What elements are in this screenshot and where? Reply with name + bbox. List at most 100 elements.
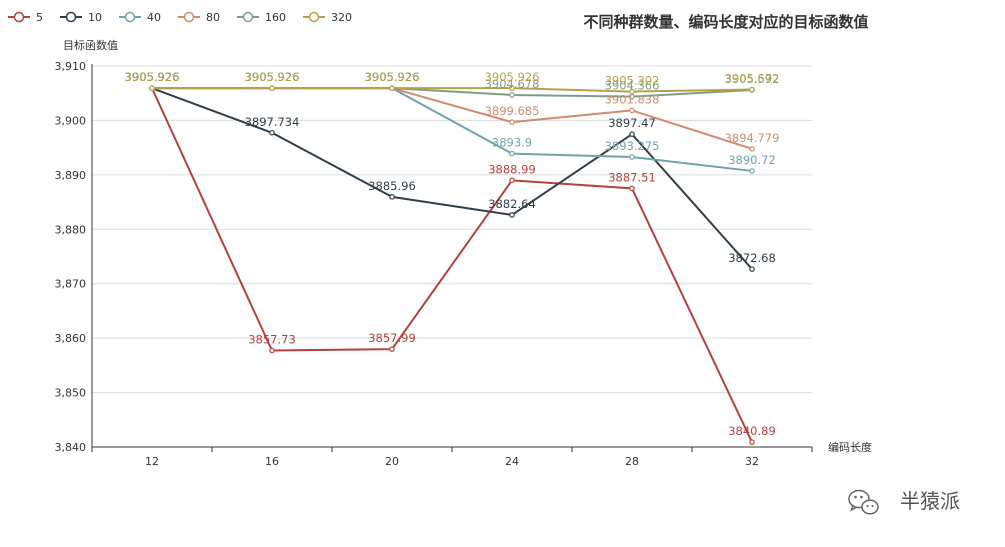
data-point bbox=[749, 146, 755, 152]
data-label: 3887.51 bbox=[608, 170, 656, 184]
data-point bbox=[749, 86, 755, 93]
data-point bbox=[629, 185, 635, 192]
legend-swatch-marker bbox=[13, 11, 25, 23]
data-point bbox=[629, 131, 635, 137]
watermark: 半猿派 bbox=[848, 489, 960, 515]
data-point bbox=[749, 439, 755, 445]
series-line-80 bbox=[152, 87, 753, 150]
data-label: 3901.838 bbox=[605, 92, 660, 106]
y-tick-label: 3,880 bbox=[55, 223, 87, 236]
chart-title: 不同种群数量、编码长度对应的目标函数值 bbox=[583, 13, 868, 31]
legend-swatch-marker bbox=[183, 11, 195, 23]
y-tick-label: 3,900 bbox=[55, 114, 87, 127]
legend-item-320[interactable]: 320 bbox=[303, 11, 352, 24]
data-point bbox=[629, 88, 635, 95]
data-label: 3905.926 bbox=[365, 70, 420, 84]
data-point bbox=[509, 92, 515, 98]
data-point bbox=[749, 168, 755, 174]
data-label: 3857.73 bbox=[248, 332, 296, 346]
y-axis-label: 目标函数值 bbox=[63, 38, 118, 52]
data-label: 3894.779 bbox=[725, 131, 780, 145]
axes: 3,840 3,850 3,860 3,870 3,880 3,890 3,900 3,910… bbox=[55, 60, 813, 468]
legend-swatch-marker bbox=[242, 11, 254, 23]
data-point bbox=[629, 93, 635, 100]
data-label: 3897.47 bbox=[608, 116, 656, 130]
series-line-10 bbox=[151, 87, 753, 270]
data-label: 3905.926 bbox=[125, 70, 180, 84]
legend-label: 320 bbox=[331, 11, 352, 24]
data-label: 3905.926 bbox=[125, 70, 180, 84]
data-label: 3905.926 bbox=[365, 70, 420, 84]
x-tick-label: 32 bbox=[745, 455, 759, 468]
series-line-320 bbox=[152, 87, 753, 93]
data-label: 3905.926 bbox=[365, 70, 420, 84]
x-tick-label: 20 bbox=[385, 455, 399, 468]
data-label: 3905.926 bbox=[125, 70, 180, 84]
legend-swatch-marker bbox=[124, 11, 136, 23]
legend-swatch-marker bbox=[65, 11, 77, 23]
data-label: 3890.72 bbox=[728, 153, 776, 167]
y-tick-label: 3,840 bbox=[55, 441, 87, 454]
x-tick-label: 24 bbox=[505, 455, 519, 468]
legend-label: 10 bbox=[88, 11, 102, 24]
data-label: 3872.68 bbox=[728, 251, 776, 265]
data-label: 3885.96 bbox=[368, 179, 416, 193]
data-labels: 3905.926 3857.73 3857.99 3888.99 3887.51 3840… bbox=[125, 70, 780, 438]
data-point bbox=[269, 129, 275, 136]
data-label: 3899.685 bbox=[485, 104, 540, 118]
x-tick-label: 16 bbox=[265, 455, 279, 468]
data-label: 3905.592 bbox=[725, 72, 780, 86]
data-label: 3905.926 bbox=[245, 70, 300, 84]
grid-lines bbox=[92, 65, 812, 394]
data-point bbox=[629, 154, 635, 160]
legend-item-40[interactable]: 40 bbox=[119, 11, 161, 24]
data-point bbox=[389, 194, 395, 200]
data-point bbox=[629, 107, 635, 114]
x-axis-label: 编码长度 bbox=[828, 440, 872, 454]
legend-item-80[interactable]: 80 bbox=[178, 11, 220, 24]
data-label: 3893.275 bbox=[605, 139, 660, 153]
data-label: 3904.366 bbox=[605, 79, 660, 93]
legend-label: 40 bbox=[147, 11, 161, 24]
legend[interactable]: 5 10 40 80 160 320 bbox=[8, 11, 352, 24]
data-label: 3905.926 bbox=[125, 70, 180, 84]
data-point bbox=[509, 119, 515, 125]
x-tick-label: 28 bbox=[625, 455, 639, 468]
data-point bbox=[389, 346, 395, 352]
y-tick-label: 3,860 bbox=[55, 332, 87, 345]
data-point bbox=[509, 177, 515, 184]
legend-label: 5 bbox=[36, 11, 43, 24]
series-line-40 bbox=[152, 87, 753, 172]
legend-item-160[interactable]: 160 bbox=[237, 11, 286, 24]
legend-item-5[interactable]: 5 bbox=[8, 11, 43, 24]
legend-item-10[interactable]: 10 bbox=[60, 11, 102, 24]
data-label: 3905.926 bbox=[245, 70, 300, 84]
data-point bbox=[389, 85, 395, 91]
series-line-5 bbox=[151, 87, 753, 443]
legend-swatch-marker bbox=[308, 11, 320, 23]
data-label: 3905.926 bbox=[245, 70, 300, 84]
series-line-160 bbox=[152, 87, 753, 98]
y-tick-label: 3,870 bbox=[55, 278, 87, 291]
data-label: 3904.678 bbox=[485, 77, 540, 91]
watermark-text: 半猿派 bbox=[900, 489, 960, 513]
data-label: 3888.99 bbox=[488, 162, 536, 176]
data-point bbox=[749, 266, 755, 272]
data-point bbox=[509, 85, 515, 91]
x-tick-label: 12 bbox=[145, 455, 159, 468]
data-label: 3882.64 bbox=[488, 197, 536, 211]
data-label: 3857.99 bbox=[368, 331, 416, 345]
data-label: 3897.734 bbox=[245, 115, 300, 129]
data-label: 3840.89 bbox=[728, 424, 776, 438]
data-label: 3905.926 bbox=[365, 70, 420, 84]
wechat-icon bbox=[848, 489, 879, 515]
data-point bbox=[269, 85, 275, 91]
data-label: 3905.926 bbox=[245, 70, 300, 84]
data-point bbox=[509, 150, 515, 157]
series-lines bbox=[149, 85, 755, 445]
legend-label: 160 bbox=[265, 11, 286, 24]
data-label: 3905.672 bbox=[725, 72, 780, 86]
y-tick-label: 3,890 bbox=[55, 169, 87, 182]
